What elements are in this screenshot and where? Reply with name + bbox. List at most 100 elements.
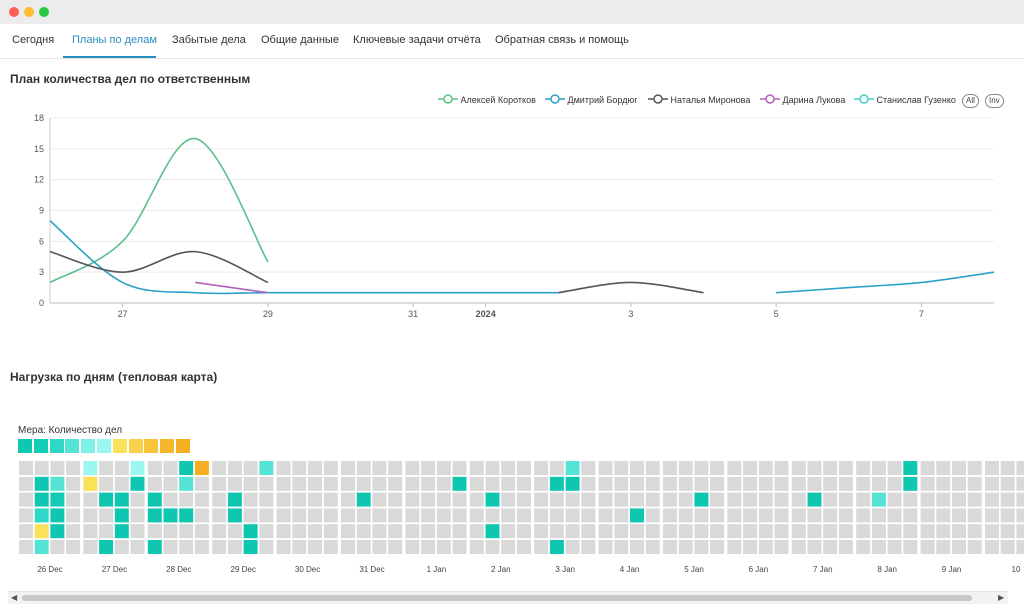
heatmap-cell[interactable] — [212, 524, 227, 539]
heatmap-cell[interactable] — [694, 540, 709, 554]
heatmap-cell[interactable] — [663, 461, 677, 475]
heatmap-cell[interactable] — [469, 476, 484, 491]
tab-general-data[interactable]: Общие данные — [261, 34, 339, 46]
heatmap-cell[interactable] — [1000, 492, 1015, 507]
heatmap-cell[interactable] — [485, 476, 500, 491]
heatmap-cell[interactable] — [243, 540, 258, 554]
heatmap-cell[interactable] — [630, 461, 644, 475]
heatmap-cell[interactable] — [645, 476, 660, 491]
heatmap-cell[interactable] — [887, 540, 902, 554]
heatmap-cell[interactable] — [227, 540, 242, 554]
heatmap-cell[interactable] — [99, 476, 114, 491]
heatmap-cell[interactable] — [130, 476, 145, 491]
heatmap-cell[interactable] — [436, 540, 451, 554]
heatmap-cell[interactable] — [565, 540, 580, 554]
heatmap-cell[interactable] — [1016, 508, 1024, 523]
heatmap-cell[interactable] — [856, 508, 871, 523]
heatmap-cell[interactable] — [774, 476, 789, 491]
heatmap-cell[interactable] — [903, 508, 918, 523]
heatmap-cell[interactable] — [985, 492, 999, 507]
heatmap-cell[interactable] — [388, 540, 403, 554]
heatmap-cell[interactable] — [405, 476, 420, 491]
heatmap-cell[interactable] — [838, 524, 853, 539]
heatmap-cell[interactable] — [19, 524, 33, 539]
heatmap-cell[interactable] — [421, 461, 436, 475]
heatmap-cell[interactable] — [581, 524, 596, 539]
heatmap-cell[interactable] — [1000, 524, 1015, 539]
heatmap-cell[interactable] — [694, 508, 709, 523]
heatmap-cell[interactable] — [469, 540, 484, 554]
heatmap-cell[interactable] — [308, 492, 322, 507]
heatmap-cell[interactable] — [791, 540, 806, 554]
heatmap-cell[interactable] — [341, 476, 355, 491]
heatmap-cell[interactable] — [985, 476, 999, 491]
maximize-window-button[interactable] — [39, 7, 49, 17]
heatmap-cell[interactable] — [581, 461, 596, 475]
heatmap-cell[interactable] — [194, 492, 209, 507]
heatmap-cell[interactable] — [66, 492, 81, 507]
heatmap-cell[interactable] — [34, 492, 49, 507]
heatmap-cell[interactable] — [549, 540, 564, 554]
heatmap-cell[interactable] — [243, 524, 258, 539]
heatmap-cell[interactable] — [985, 540, 999, 554]
scroll-right-arrow-icon[interactable]: ▶ — [998, 593, 1005, 602]
heatmap-cell[interactable] — [678, 540, 693, 554]
legend-item[interactable]: Дарина Лукова — [760, 94, 845, 105]
heatmap-cell[interactable] — [678, 508, 693, 523]
heatmap-cell[interactable] — [436, 508, 451, 523]
heatmap-cell[interactable] — [967, 524, 982, 539]
heatmap-cell[interactable] — [630, 476, 644, 491]
heatmap-cell[interactable] — [1016, 492, 1024, 507]
heatmap-cell[interactable] — [50, 476, 65, 491]
heatmap-cell[interactable] — [807, 492, 822, 507]
heatmap-cell[interactable] — [147, 508, 162, 523]
heatmap-cell[interactable] — [114, 524, 129, 539]
heatmap-cell[interactable] — [276, 524, 291, 539]
heatmap-cell[interactable] — [421, 524, 436, 539]
heatmap-cell[interactable] — [130, 508, 145, 523]
heatmap-cell[interactable] — [614, 476, 629, 491]
heatmap-cell[interactable] — [130, 540, 145, 554]
heatmap-cell[interactable] — [952, 540, 966, 554]
heatmap-cell[interactable] — [485, 540, 500, 554]
heatmap-cell[interactable] — [130, 492, 145, 507]
heatmap-cell[interactable] — [903, 461, 918, 475]
heatmap-cell[interactable] — [227, 508, 242, 523]
heatmap-cell[interactable] — [452, 508, 467, 523]
heatmap-cell[interactable] — [1000, 461, 1015, 475]
heatmap-cell[interactable] — [308, 476, 322, 491]
heatmap-cell[interactable] — [341, 461, 355, 475]
heatmap-cell[interactable] — [308, 508, 322, 523]
heatmap-cell[interactable] — [34, 508, 49, 523]
heatmap-cell[interactable] — [66, 461, 81, 475]
series-line[interactable] — [776, 271, 995, 294]
heatmap-cell[interactable] — [967, 476, 982, 491]
heatmap-cell[interactable] — [163, 492, 178, 507]
heatmap-cell[interactable] — [614, 540, 629, 554]
heatmap-cell[interactable] — [147, 492, 162, 507]
heatmap-cell[interactable] — [516, 508, 531, 523]
heatmap-cell[interactable] — [388, 524, 403, 539]
heatmap-cell[interactable] — [856, 476, 871, 491]
heatmap-cell[interactable] — [565, 461, 580, 475]
heatmap-cell[interactable] — [791, 476, 806, 491]
heatmap-cell[interactable] — [807, 461, 822, 475]
heatmap-cell[interactable] — [372, 524, 387, 539]
heatmap-cell[interactable] — [501, 461, 516, 475]
heatmap-cell[interactable] — [581, 492, 596, 507]
heatmap-cell[interactable] — [341, 508, 355, 523]
heatmap-cell[interactable] — [179, 540, 194, 554]
heatmap-cell[interactable] — [99, 508, 114, 523]
heatmap-cell[interactable] — [936, 492, 951, 507]
heatmap-cell[interactable] — [565, 492, 580, 507]
heatmap-cell[interactable] — [581, 540, 596, 554]
heatmap-cell[interactable] — [308, 524, 322, 539]
heatmap-cell[interactable] — [727, 524, 742, 539]
heatmap-cell[interactable] — [807, 476, 822, 491]
heatmap-cell[interactable] — [212, 476, 227, 491]
heatmap-cell[interactable] — [823, 540, 838, 554]
heatmap-cell[interactable] — [663, 524, 677, 539]
heatmap-cell[interactable] — [147, 540, 162, 554]
heatmap-cell[interactable] — [823, 524, 838, 539]
heatmap-cell[interactable] — [710, 540, 725, 554]
